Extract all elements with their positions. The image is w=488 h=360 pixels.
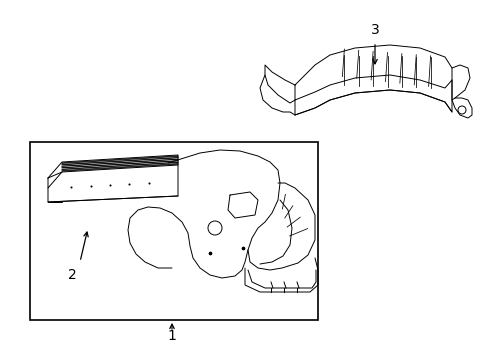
- Text: 3: 3: [370, 23, 379, 37]
- Bar: [30, 142, 317, 320]
- Text: 2: 2: [67, 268, 76, 282]
- Text: 1: 1: [167, 329, 176, 343]
